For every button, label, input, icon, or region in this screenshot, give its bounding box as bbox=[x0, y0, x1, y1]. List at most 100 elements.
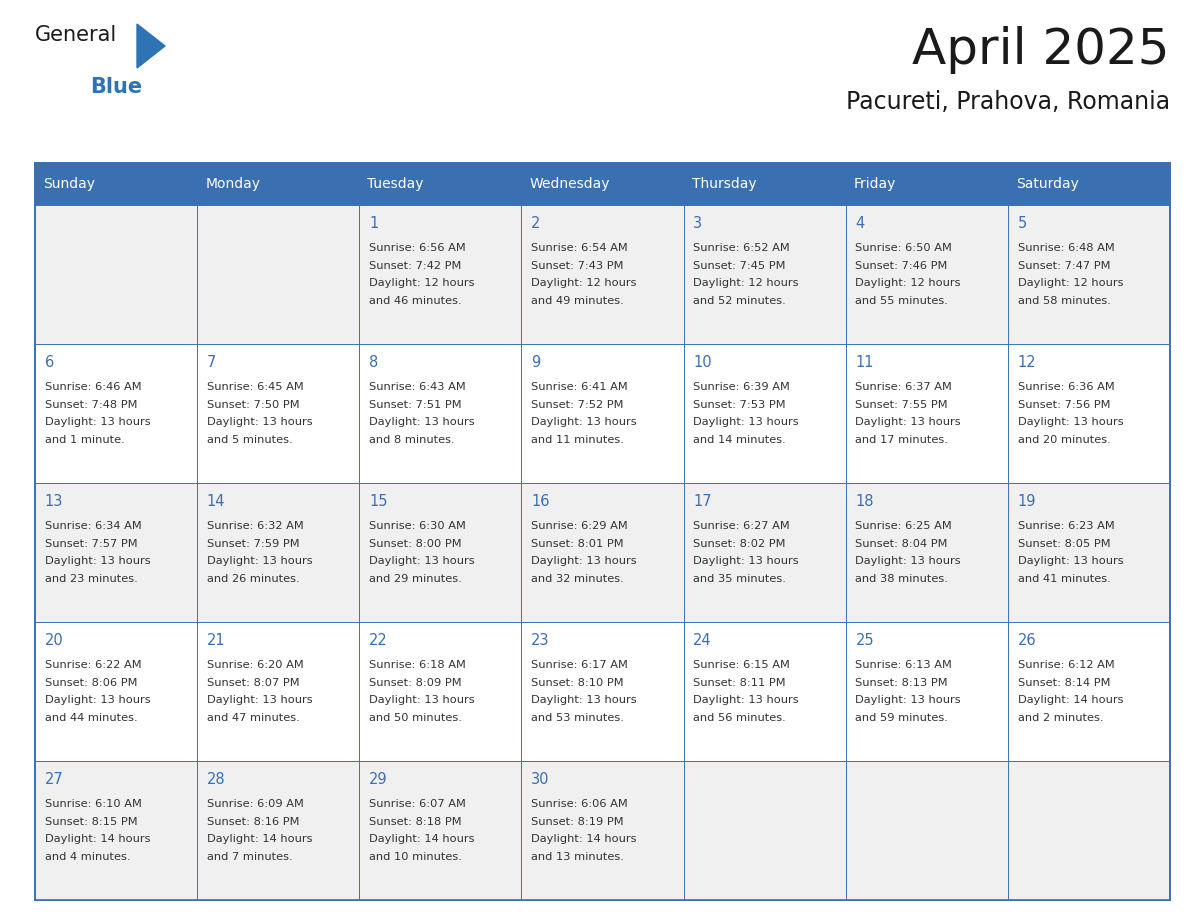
Text: and 58 minutes.: and 58 minutes. bbox=[1018, 296, 1111, 306]
Text: 28: 28 bbox=[207, 772, 226, 787]
Text: Sunrise: 6:46 AM: Sunrise: 6:46 AM bbox=[45, 382, 141, 392]
Text: and 17 minutes.: and 17 minutes. bbox=[855, 435, 948, 444]
Text: Thursday: Thursday bbox=[691, 177, 757, 191]
Text: Daylight: 13 hours: Daylight: 13 hours bbox=[45, 695, 151, 705]
Text: 7: 7 bbox=[207, 355, 216, 370]
Text: Sunset: 7:42 PM: Sunset: 7:42 PM bbox=[369, 261, 461, 271]
Text: Sunset: 8:06 PM: Sunset: 8:06 PM bbox=[45, 677, 138, 688]
Text: Sunrise: 6:23 AM: Sunrise: 6:23 AM bbox=[1018, 521, 1114, 532]
Text: and 7 minutes.: and 7 minutes. bbox=[207, 852, 292, 862]
Text: Monday: Monday bbox=[206, 177, 260, 191]
Text: Sunrise: 6:18 AM: Sunrise: 6:18 AM bbox=[369, 660, 466, 670]
Text: and 2 minutes.: and 2 minutes. bbox=[1018, 712, 1104, 722]
Text: Daylight: 13 hours: Daylight: 13 hours bbox=[207, 418, 312, 427]
Text: Sunset: 7:50 PM: Sunset: 7:50 PM bbox=[207, 399, 299, 409]
Text: Daylight: 13 hours: Daylight: 13 hours bbox=[855, 418, 961, 427]
Text: Sunset: 7:57 PM: Sunset: 7:57 PM bbox=[45, 539, 138, 549]
Text: Daylight: 13 hours: Daylight: 13 hours bbox=[207, 695, 312, 705]
Text: Sunrise: 6:52 AM: Sunrise: 6:52 AM bbox=[694, 243, 790, 253]
Text: General: General bbox=[34, 25, 118, 45]
Bar bbox=[34, 761, 1170, 900]
Text: 21: 21 bbox=[207, 633, 226, 648]
Text: Sunrise: 6:27 AM: Sunrise: 6:27 AM bbox=[694, 521, 790, 532]
Text: Daylight: 12 hours: Daylight: 12 hours bbox=[694, 278, 798, 288]
Text: and 44 minutes.: and 44 minutes. bbox=[45, 712, 138, 722]
Text: Daylight: 13 hours: Daylight: 13 hours bbox=[694, 695, 798, 705]
Bar bbox=[34, 483, 1170, 622]
Text: and 14 minutes.: and 14 minutes. bbox=[694, 435, 786, 444]
Text: Blue: Blue bbox=[90, 77, 143, 97]
Text: Sunrise: 6:43 AM: Sunrise: 6:43 AM bbox=[369, 382, 466, 392]
Text: Sunrise: 6:20 AM: Sunrise: 6:20 AM bbox=[207, 660, 304, 670]
Text: Sunset: 8:10 PM: Sunset: 8:10 PM bbox=[531, 677, 624, 688]
Text: Sunset: 7:51 PM: Sunset: 7:51 PM bbox=[369, 399, 462, 409]
Text: Daylight: 12 hours: Daylight: 12 hours bbox=[531, 278, 637, 288]
Text: and 49 minutes.: and 49 minutes. bbox=[531, 296, 624, 306]
Text: and 4 minutes.: and 4 minutes. bbox=[45, 852, 131, 862]
Text: Tuesday: Tuesday bbox=[367, 177, 424, 191]
Text: and 29 minutes.: and 29 minutes. bbox=[369, 574, 462, 584]
Text: Sunset: 8:13 PM: Sunset: 8:13 PM bbox=[855, 677, 948, 688]
Text: Sunrise: 6:25 AM: Sunrise: 6:25 AM bbox=[855, 521, 953, 532]
Text: Daylight: 13 hours: Daylight: 13 hours bbox=[369, 695, 475, 705]
Text: Wednesday: Wednesday bbox=[530, 177, 609, 191]
Text: Daylight: 13 hours: Daylight: 13 hours bbox=[369, 556, 475, 566]
Text: and 59 minutes.: and 59 minutes. bbox=[855, 712, 948, 722]
Text: 25: 25 bbox=[855, 633, 874, 648]
Text: and 20 minutes.: and 20 minutes. bbox=[1018, 435, 1111, 444]
Text: Sunset: 7:43 PM: Sunset: 7:43 PM bbox=[531, 261, 624, 271]
Text: Saturday: Saturday bbox=[1016, 177, 1079, 191]
Text: 23: 23 bbox=[531, 633, 550, 648]
Text: Sunset: 8:01 PM: Sunset: 8:01 PM bbox=[531, 539, 624, 549]
Text: Sunset: 8:05 PM: Sunset: 8:05 PM bbox=[1018, 539, 1111, 549]
Text: 20: 20 bbox=[45, 633, 63, 648]
Text: 10: 10 bbox=[694, 355, 712, 370]
Text: Sunset: 7:48 PM: Sunset: 7:48 PM bbox=[45, 399, 138, 409]
Text: Sunrise: 6:39 AM: Sunrise: 6:39 AM bbox=[694, 382, 790, 392]
Text: 17: 17 bbox=[694, 494, 712, 509]
Text: and 13 minutes.: and 13 minutes. bbox=[531, 852, 624, 862]
Text: Sunrise: 6:37 AM: Sunrise: 6:37 AM bbox=[855, 382, 953, 392]
Text: Sunset: 7:55 PM: Sunset: 7:55 PM bbox=[855, 399, 948, 409]
Text: Sunset: 8:09 PM: Sunset: 8:09 PM bbox=[369, 677, 462, 688]
Text: Daylight: 14 hours: Daylight: 14 hours bbox=[45, 834, 150, 845]
Text: Daylight: 12 hours: Daylight: 12 hours bbox=[1018, 278, 1123, 288]
Text: Sunrise: 6:50 AM: Sunrise: 6:50 AM bbox=[855, 243, 953, 253]
Text: 9: 9 bbox=[531, 355, 541, 370]
Bar bbox=[34, 205, 1170, 344]
Text: Sunset: 8:11 PM: Sunset: 8:11 PM bbox=[694, 677, 786, 688]
Text: Sunset: 7:53 PM: Sunset: 7:53 PM bbox=[694, 399, 786, 409]
Text: 14: 14 bbox=[207, 494, 226, 509]
Text: 30: 30 bbox=[531, 772, 550, 787]
Text: and 8 minutes.: and 8 minutes. bbox=[369, 435, 455, 444]
Text: Sunset: 7:52 PM: Sunset: 7:52 PM bbox=[531, 399, 624, 409]
Text: 11: 11 bbox=[855, 355, 874, 370]
Text: 5: 5 bbox=[1018, 216, 1026, 231]
Text: Daylight: 12 hours: Daylight: 12 hours bbox=[855, 278, 961, 288]
Text: Sunset: 7:45 PM: Sunset: 7:45 PM bbox=[694, 261, 785, 271]
Polygon shape bbox=[137, 24, 165, 68]
Text: and 56 minutes.: and 56 minutes. bbox=[694, 712, 786, 722]
Text: and 11 minutes.: and 11 minutes. bbox=[531, 435, 624, 444]
Text: Sunrise: 6:15 AM: Sunrise: 6:15 AM bbox=[694, 660, 790, 670]
Text: 3: 3 bbox=[694, 216, 702, 231]
Text: Daylight: 13 hours: Daylight: 13 hours bbox=[1018, 556, 1123, 566]
Text: Sunrise: 6:54 AM: Sunrise: 6:54 AM bbox=[531, 243, 628, 253]
Text: and 10 minutes.: and 10 minutes. bbox=[369, 852, 462, 862]
Text: Sunset: 8:18 PM: Sunset: 8:18 PM bbox=[369, 817, 462, 827]
Text: Sunrise: 6:09 AM: Sunrise: 6:09 AM bbox=[207, 800, 304, 810]
Text: and 35 minutes.: and 35 minutes. bbox=[694, 574, 786, 584]
Text: Sunrise: 6:32 AM: Sunrise: 6:32 AM bbox=[207, 521, 304, 532]
Text: 29: 29 bbox=[369, 772, 387, 787]
Text: and 1 minute.: and 1 minute. bbox=[45, 435, 125, 444]
Text: Daylight: 13 hours: Daylight: 13 hours bbox=[855, 556, 961, 566]
Text: Pacureti, Prahova, Romania: Pacureti, Prahova, Romania bbox=[846, 90, 1170, 114]
Bar bbox=[34, 344, 1170, 483]
Text: 12: 12 bbox=[1018, 355, 1036, 370]
Text: and 26 minutes.: and 26 minutes. bbox=[207, 574, 299, 584]
Text: Daylight: 13 hours: Daylight: 13 hours bbox=[369, 418, 475, 427]
Text: Sunset: 8:16 PM: Sunset: 8:16 PM bbox=[207, 817, 299, 827]
Text: 24: 24 bbox=[694, 633, 712, 648]
Text: Sunrise: 6:34 AM: Sunrise: 6:34 AM bbox=[45, 521, 141, 532]
Text: Sunrise: 6:29 AM: Sunrise: 6:29 AM bbox=[531, 521, 628, 532]
